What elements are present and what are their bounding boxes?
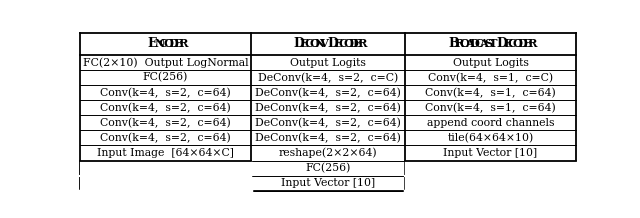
Text: V: V [319, 38, 328, 49]
Text: E: E [353, 38, 362, 49]
Text: D: D [518, 38, 527, 49]
Text: B: B [449, 37, 460, 50]
Text: E: E [148, 37, 157, 50]
Text: C: C [305, 38, 314, 49]
Text: append coord channels: append coord channels [427, 118, 554, 128]
Text: N: N [314, 38, 324, 49]
Text: D: D [327, 37, 338, 50]
Text: A: A [465, 38, 474, 49]
Text: D: D [348, 38, 358, 49]
Text: O: O [310, 38, 319, 49]
Text: Conv(k=4,  s=1,  c=64): Conv(k=4, s=1, c=64) [425, 87, 556, 98]
Text: S: S [484, 38, 492, 49]
Text: Conv(k=4,  s=2,  c=64): Conv(k=4, s=2, c=64) [100, 102, 231, 113]
Text: C: C [339, 38, 348, 49]
Text: O: O [460, 38, 470, 49]
Text: D: D [497, 37, 508, 50]
Text: D: D [169, 38, 179, 49]
Text: D: D [470, 38, 479, 49]
Text: Output Logits: Output Logits [452, 58, 529, 68]
Text: reshape(2×2×64): reshape(2×2×64) [278, 148, 378, 158]
Text: Conv(k=4,  s=2,  c=64): Conv(k=4, s=2, c=64) [100, 118, 231, 128]
Text: Conv(k=4,  s=2,  c=64): Conv(k=4, s=2, c=64) [100, 87, 231, 98]
Text: Output Logits: Output Logits [290, 58, 366, 68]
Text: O: O [164, 38, 174, 49]
Text: FC(256): FC(256) [143, 72, 188, 83]
Text: DeConv(k=4,  s=2,  c=64): DeConv(k=4, s=2, c=64) [255, 118, 401, 128]
Text: Conv(k=4,  s=1,  c=64): Conv(k=4, s=1, c=64) [425, 102, 556, 113]
Text: Input Vector [10]: Input Vector [10] [281, 178, 375, 188]
Text: DeConv(k=4,  s=2,  c=64): DeConv(k=4, s=2, c=64) [255, 87, 401, 98]
Text: A: A [479, 38, 488, 49]
Text: E: E [300, 38, 308, 49]
Text: DeConv(k=4,  s=2,  c=64): DeConv(k=4, s=2, c=64) [255, 102, 401, 113]
Text: FC(256): FC(256) [305, 163, 351, 173]
Text: N: N [154, 38, 164, 49]
Text: C: C [508, 38, 517, 49]
Text: Input Vector [10]: Input Vector [10] [444, 148, 538, 158]
Text: C: C [159, 38, 168, 49]
Text: E: E [503, 38, 512, 49]
Text: O: O [513, 38, 523, 49]
Text: FC(2×10)  Output LogNormal: FC(2×10) Output LogNormal [83, 57, 248, 68]
Text: Conv(k=4,  s=2,  c=64): Conv(k=4, s=2, c=64) [100, 133, 231, 143]
Text: E: E [522, 38, 531, 49]
Text: C: C [474, 38, 483, 49]
Text: DeConv(k=4,  s=2,  c=64): DeConv(k=4, s=2, c=64) [255, 133, 401, 143]
Text: R: R [358, 38, 367, 49]
Text: E: E [333, 38, 342, 49]
Text: Conv(k=4,  s=1,  c=C): Conv(k=4, s=1, c=C) [428, 72, 553, 83]
Text: tile(64×64×10): tile(64×64×10) [447, 133, 534, 143]
Text: D: D [294, 37, 305, 50]
Text: O: O [343, 38, 353, 49]
Text: E: E [173, 38, 182, 49]
Text: Input Image  [64×64×C]: Input Image [64×64×C] [97, 148, 234, 158]
Text: R: R [527, 38, 537, 49]
Text: T: T [489, 38, 497, 49]
Text: R: R [179, 38, 188, 49]
Text: DeConv(k=4,  s=2,  c=C): DeConv(k=4, s=2, c=C) [258, 72, 398, 83]
Text: R: R [455, 38, 465, 49]
